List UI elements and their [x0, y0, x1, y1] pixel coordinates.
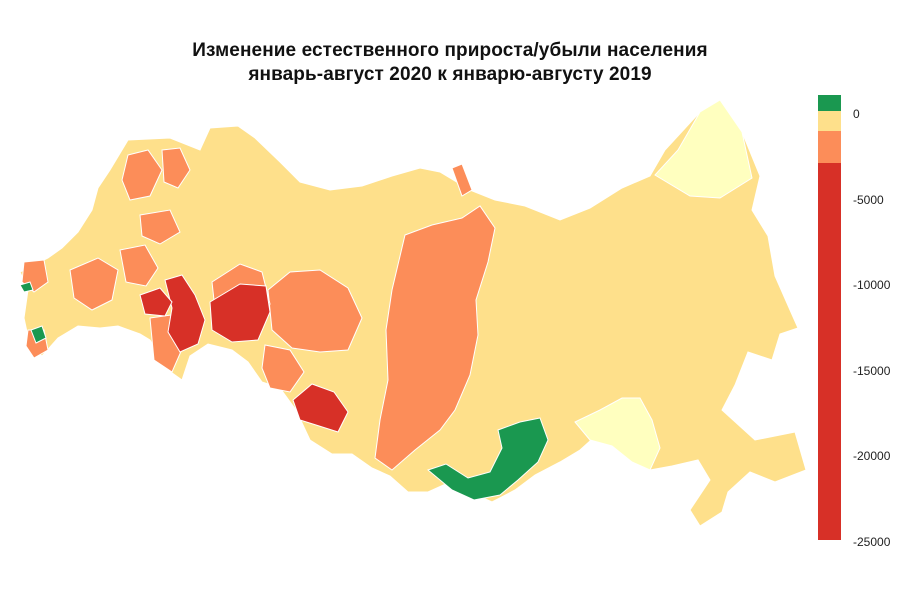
novosibirsk-region: [292, 383, 349, 433]
vologda-region: [139, 209, 181, 245]
legend-tick-4: -20000: [853, 449, 891, 463]
map-title-line1: Изменение естественного прироста/убыли н…: [192, 40, 708, 61]
legend-tick-1: -5000: [853, 193, 884, 207]
arkhangelsk-region: [161, 147, 191, 189]
legend-bin-moderate: [818, 131, 841, 163]
taimyr-island-region: [451, 163, 473, 197]
legend-tick-0: 0: [853, 107, 860, 121]
krasnoyarsk-region: [374, 205, 496, 471]
chelyabinsk-region: [261, 344, 305, 393]
legend-tick-2: -10000: [853, 278, 891, 292]
nizhny-novgorod-region: [139, 287, 173, 317]
amur-region: [574, 397, 661, 471]
legend-tick-3: -15000: [853, 364, 891, 378]
legend-bin-strong: [818, 163, 841, 540]
bashkortostan-region: [209, 283, 271, 343]
chukotka-region: [654, 99, 753, 199]
tyumen-region: [267, 269, 363, 353]
legend-tick-5: -25000: [853, 535, 891, 549]
tatarstan-region: [164, 274, 206, 353]
central-west-region: [69, 257, 119, 311]
central-region-2: [119, 244, 159, 287]
chechnya-region: [19, 281, 34, 293]
map-title-line2: январь-август 2020 к январю-августу 2019: [248, 64, 652, 85]
buryatia-region: [426, 417, 549, 501]
dagestan-region: [30, 325, 47, 344]
legend-bin-zero: [818, 111, 841, 131]
legend-color-bar: [818, 95, 841, 540]
northwest-cluster-region: [121, 149, 163, 201]
legend-bin-positive: [818, 95, 841, 111]
